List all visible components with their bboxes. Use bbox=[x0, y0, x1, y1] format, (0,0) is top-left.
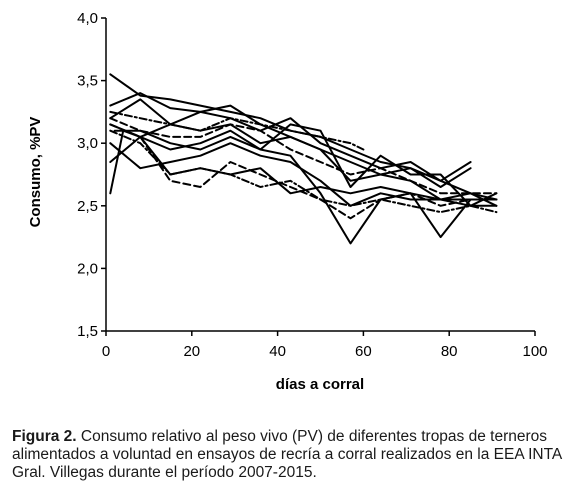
figure-caption: Figura 2. Consumo relativo al peso vivo … bbox=[12, 428, 578, 482]
consumption-chart: 1,5 2,0 2,5 3,0 3,5 4,0 0 20 40 60 80 100 Consumo,… bbox=[27, 10, 548, 393]
caption-text: Consumo relativo al peso vivo (PV) de di… bbox=[12, 428, 562, 481]
series-line-8 bbox=[113, 123, 498, 207]
series-line-10 bbox=[109, 117, 498, 195]
caption-label: Figura 2. bbox=[12, 428, 77, 445]
x-axis-title: días a corral bbox=[276, 376, 364, 393]
series-line-12 bbox=[109, 110, 365, 151]
y-tick-label: 1,5 bbox=[77, 323, 98, 340]
y-tick-label: 2,5 bbox=[77, 198, 98, 215]
x-ticks: 0 20 40 60 80 100 bbox=[102, 331, 548, 360]
x-tick-label: 20 bbox=[183, 343, 200, 360]
series-group bbox=[109, 73, 498, 245]
x-tick-label: 100 bbox=[522, 343, 547, 360]
series-line-9 bbox=[109, 123, 498, 220]
x-tick-label: 80 bbox=[441, 343, 458, 360]
y-ticks: 1,5 2,0 2,5 3,0 3,5 4,0 bbox=[77, 10, 106, 340]
series-line-4 bbox=[109, 129, 472, 245]
y-tick-label: 4,0 bbox=[77, 10, 98, 27]
series-line-11 bbox=[109, 129, 498, 214]
series-line-2 bbox=[109, 92, 498, 201]
y-tick-label: 2,0 bbox=[77, 260, 98, 277]
y-tick-label: 3,5 bbox=[77, 73, 98, 90]
y-tick-label: 3,0 bbox=[77, 135, 98, 152]
series-line-5 bbox=[109, 142, 498, 207]
x-tick-label: 60 bbox=[355, 343, 372, 360]
x-tick-label: 0 bbox=[102, 343, 110, 360]
x-tick-label: 40 bbox=[269, 343, 286, 360]
y-axis-title: Consumo, %PV bbox=[27, 117, 44, 228]
